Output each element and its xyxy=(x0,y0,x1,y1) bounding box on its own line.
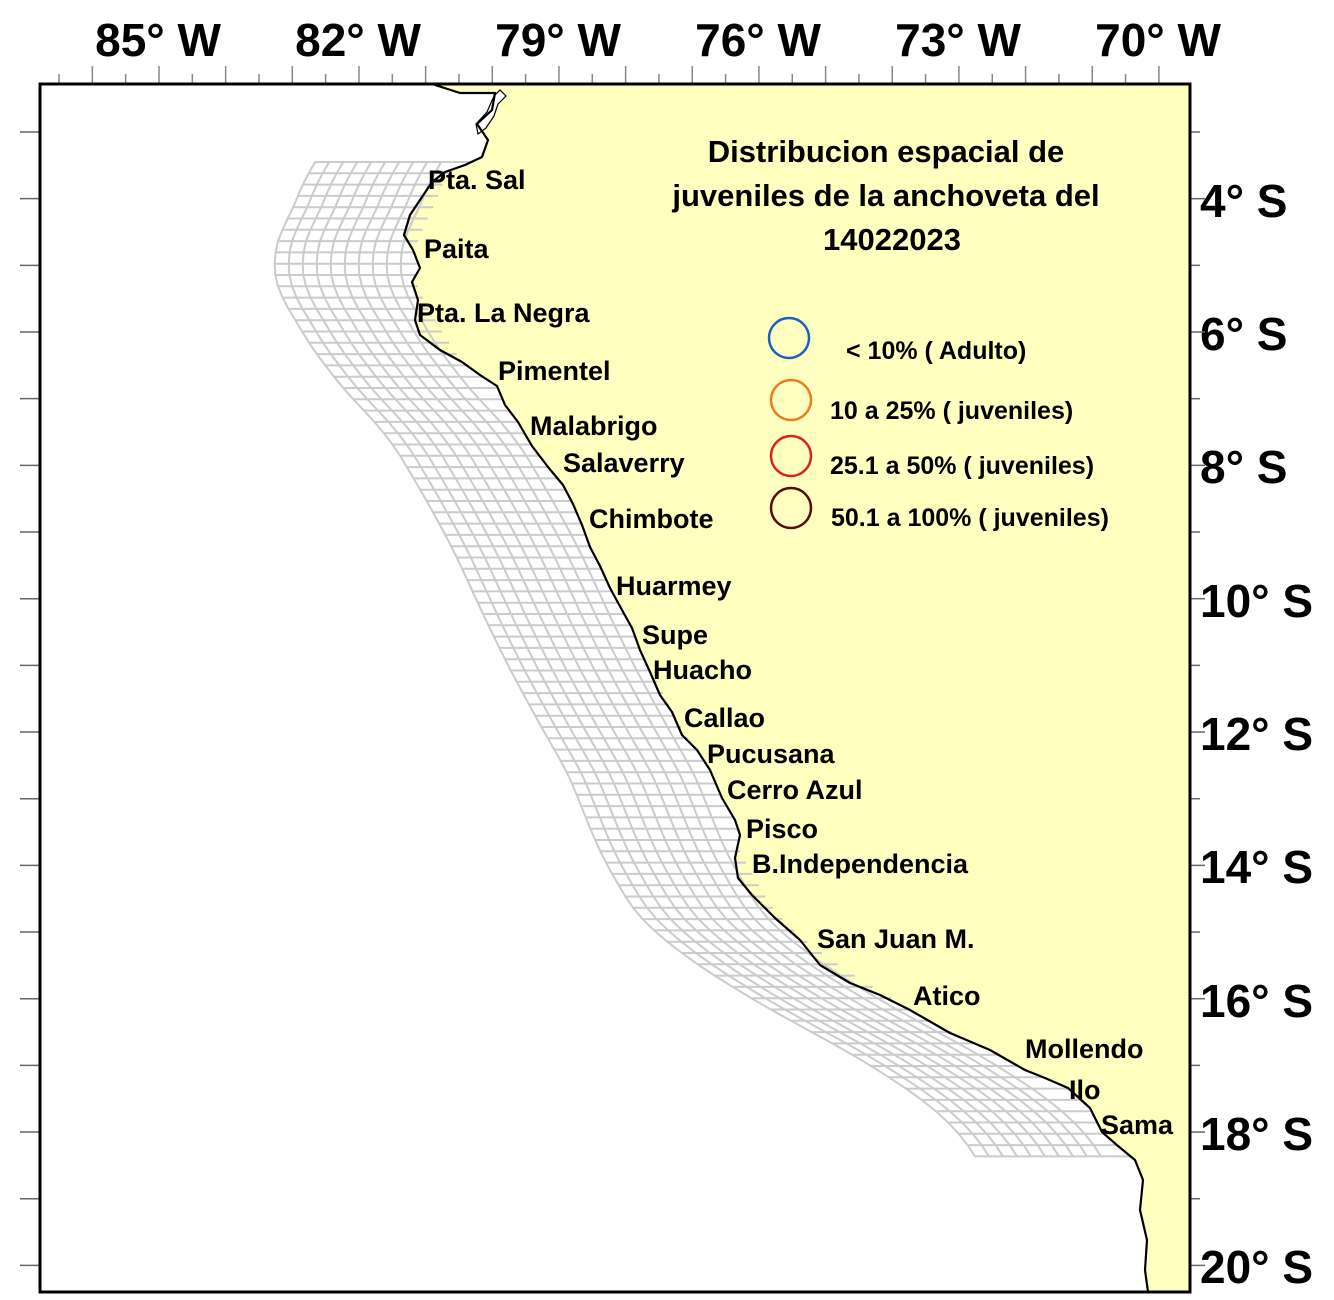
legend-label-adulto: < 10% ( Adulto) xyxy=(846,337,1026,365)
port-label-b-independencia: B.Independencia xyxy=(752,849,969,879)
legend-label-50-100: 50.1 a 100% ( juveniles) xyxy=(831,504,1109,532)
lat-label-18s: 18° S xyxy=(1200,1108,1313,1160)
lat-label-16s: 16° S xyxy=(1200,975,1313,1027)
port-label-ilo: Ilo xyxy=(1069,1075,1101,1105)
lon-label-82w: 82° W xyxy=(295,14,421,66)
port-label-callao: Callao xyxy=(684,703,765,733)
axis-ticks xyxy=(20,66,1205,1267)
port-label-pucusana: Pucusana xyxy=(707,739,836,769)
lat-label-12s: 12° S xyxy=(1200,708,1313,760)
title-block: Distribucion espacial de juveniles de la… xyxy=(671,134,1099,257)
port-label-atico: Atico xyxy=(913,981,981,1011)
port-label-pta-la-negra: Pta. La Negra xyxy=(417,298,591,328)
lon-label-85w: 85° W xyxy=(95,14,221,66)
lat-label-10s: 10° S xyxy=(1200,575,1313,627)
lon-label-70w: 70° W xyxy=(1095,14,1221,66)
port-label-huarmey: Huarmey xyxy=(616,571,732,601)
port-label-san-juan-m: San Juan M. xyxy=(817,924,975,954)
lon-label-79w: 79° W xyxy=(495,14,621,66)
legend-label-10-25: 10 a 25% ( juveniles) xyxy=(830,397,1073,425)
lon-label-73w: 73° W xyxy=(895,14,1021,66)
legend: < 10% ( Adulto) 10 a 25% ( juveniles) 25… xyxy=(767,316,1109,532)
map-frame xyxy=(38,82,1192,1294)
port-label-malabrigo: Malabrigo xyxy=(530,411,658,441)
port-label-pimentel: Pimentel xyxy=(498,356,611,386)
port-label-sama: Sama xyxy=(1101,1110,1174,1140)
port-labels: Pta. Sal Paita Pta. La Negra Pimentel Ma… xyxy=(417,165,1174,1140)
legend-label-25-50: 25.1 a 50% ( juveniles) xyxy=(830,452,1094,480)
survey-grid xyxy=(273,161,1131,1158)
port-label-salaverry: Salaverry xyxy=(563,448,685,478)
coastline xyxy=(402,84,1150,1292)
port-label-chimbote: Chimbote xyxy=(589,504,714,534)
longitude-axis: 85° W 82° W 79° W 76° W 73° W 70° W xyxy=(95,14,1221,66)
legend-circle-25-50 xyxy=(769,434,813,478)
port-label-huacho: Huacho xyxy=(653,655,752,685)
port-label-cerro-azul: Cerro Azul xyxy=(727,775,863,805)
port-label-mollendo: Mollendo xyxy=(1025,1034,1143,1064)
lat-label-14s: 14° S xyxy=(1200,841,1313,893)
land-peru xyxy=(404,84,1190,1292)
port-label-supe: Supe xyxy=(642,620,708,650)
lat-label-20s: 20° S xyxy=(1200,1241,1313,1293)
lat-label-6s: 6° S xyxy=(1200,308,1287,360)
map-title-line-1: Distribucion espacial de xyxy=(708,134,1065,169)
lat-label-8s: 8° S xyxy=(1200,441,1287,493)
legend-circle-50-100 xyxy=(769,486,813,530)
lat-label-4s: 4° S xyxy=(1200,175,1287,227)
port-label-paita: Paita xyxy=(424,234,490,264)
lon-label-76w: 76° W xyxy=(695,14,821,66)
port-label-pisco: Pisco xyxy=(746,814,818,844)
port-label-pta-sal: Pta. Sal xyxy=(428,165,526,195)
map-title-line-2: juveniles de la anchoveta del xyxy=(671,178,1099,213)
latitude-axis: 4° S 6° S 8° S 10° S 12° S 14° S 16° S 1… xyxy=(1200,175,1313,1293)
legend-circle-adulto xyxy=(767,316,811,360)
legend-circle-10-25 xyxy=(769,378,813,422)
map-title-line-3: 14022023 xyxy=(823,222,961,257)
